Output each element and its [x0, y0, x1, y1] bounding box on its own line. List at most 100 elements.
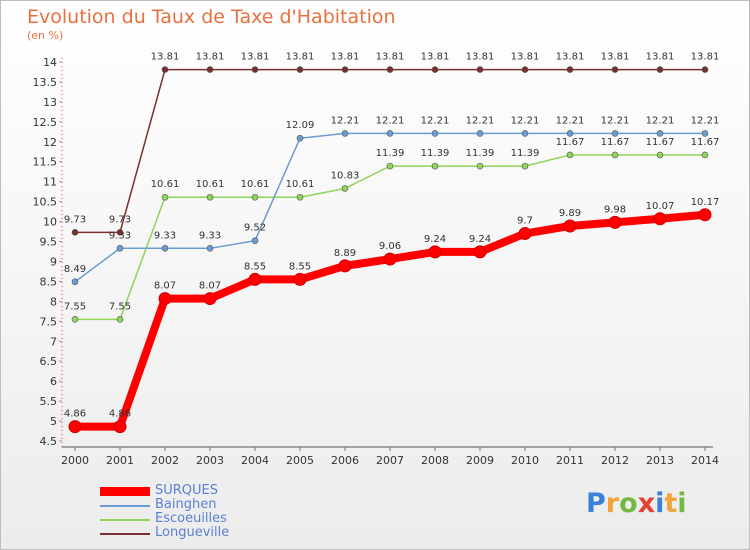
y-tick-label: 12.5: [33, 116, 58, 129]
data-point: [701, 151, 709, 159]
data-point: [566, 66, 574, 73]
data-point: [656, 130, 664, 137]
x-tick-label: 2001: [106, 454, 134, 467]
data-point: [518, 227, 532, 241]
data-label: 11.39: [421, 148, 450, 159]
data-label: 10.07: [646, 201, 675, 212]
y-tick-label: 5.5: [40, 395, 58, 408]
data-label: 9.98: [604, 204, 626, 215]
data-point: [296, 66, 304, 73]
data-label: 10.17: [691, 197, 720, 208]
data-point: [161, 193, 169, 201]
x-tick-label: 2013: [646, 454, 674, 467]
x-tick-label: 2009: [466, 454, 494, 467]
data-point: [476, 162, 484, 170]
data-label: 11.39: [466, 148, 495, 159]
y-tick-label: 12: [43, 136, 57, 149]
data-label: 13.81: [421, 52, 450, 63]
data-label: 13.81: [466, 52, 495, 63]
data-label: 12.21: [691, 115, 720, 126]
data-label: 13.81: [286, 52, 315, 63]
y-tick-label: 9: [50, 255, 57, 268]
data-point: [341, 185, 349, 192]
legend-swatch: [100, 505, 150, 507]
data-point: [521, 66, 529, 73]
data-label: 11.67: [646, 137, 675, 148]
x-tick-label: 2008: [421, 454, 449, 467]
y-tick-label: 14: [43, 56, 57, 69]
data-label: 10.61: [196, 179, 225, 190]
chart-unit: (en %): [27, 29, 64, 42]
legend-swatch: [100, 487, 150, 496]
data-point: [251, 193, 259, 201]
data-point: [473, 245, 487, 259]
data-point: [431, 130, 439, 137]
y-tick-label: 11.5: [33, 156, 58, 169]
data-label: 9.33: [199, 230, 221, 241]
data-label: 9.06: [379, 241, 401, 252]
data-point: [341, 130, 349, 137]
data-label: 9.73: [64, 214, 86, 225]
data-point: [68, 420, 82, 434]
data-label: 13.81: [646, 52, 675, 63]
data-point: [386, 162, 394, 170]
legend-swatch: [100, 533, 150, 535]
y-tick-label: 4.5: [40, 435, 58, 448]
data-label: 13.81: [601, 52, 630, 63]
data-label: 13.81: [151, 52, 180, 63]
data-label: 9.89: [559, 208, 581, 219]
data-point: [566, 130, 574, 137]
data-point: [338, 259, 352, 273]
data-label: 12.21: [556, 115, 585, 126]
data-point: [656, 151, 664, 159]
data-point: [206, 193, 214, 201]
x-tick-label: 2003: [196, 454, 224, 467]
proxiti-logo: Proxiti: [586, 488, 687, 519]
data-point: [113, 420, 127, 434]
y-tick-label: 7: [50, 335, 57, 348]
data-point: [71, 229, 79, 236]
y-tick-label: 7.5: [40, 315, 58, 328]
data-point: [116, 316, 124, 323]
y-tick-label: 6: [50, 375, 57, 388]
legend-label: Escoeuilles: [155, 511, 227, 526]
data-label: 10.61: [286, 179, 315, 190]
x-tick-label: 2000: [61, 454, 89, 467]
data-point: [341, 66, 349, 73]
data-point: [701, 130, 709, 137]
data-label: 11.67: [556, 137, 585, 148]
x-tick-label: 2010: [511, 454, 539, 467]
data-point: [566, 151, 574, 159]
data-label: 12.21: [466, 115, 495, 126]
data-point: [296, 193, 304, 201]
data-label: 13.81: [196, 52, 225, 63]
data-point: [611, 66, 619, 73]
data-point: [116, 245, 124, 252]
series-escoeuilles: [71, 151, 709, 323]
data-label: 11.39: [511, 148, 540, 159]
data-point: [563, 219, 577, 233]
data-label: 9.73: [109, 214, 131, 225]
series-bainghen: [71, 130, 709, 286]
data-point: [116, 229, 124, 236]
data-point: [611, 130, 619, 137]
data-label: 12.21: [421, 115, 450, 126]
data-point: [653, 212, 667, 226]
data-label: 9.24: [469, 234, 491, 245]
x-tick-label: 2006: [331, 454, 359, 467]
data-point: [248, 272, 262, 286]
x-tick-label: 2004: [241, 454, 269, 467]
data-point: [476, 66, 484, 73]
data-label: 9.52: [244, 223, 266, 234]
y-tick-label: 13.5: [33, 76, 58, 89]
data-label: 12.21: [511, 115, 540, 126]
data-label: 11.67: [601, 137, 630, 148]
series-longueville: [71, 66, 709, 236]
data-label: 8.07: [154, 281, 176, 292]
data-label: 8.55: [244, 261, 266, 272]
data-point: [521, 162, 529, 170]
y-tick-label: 5: [50, 415, 57, 428]
data-label: 8.49: [64, 264, 86, 275]
